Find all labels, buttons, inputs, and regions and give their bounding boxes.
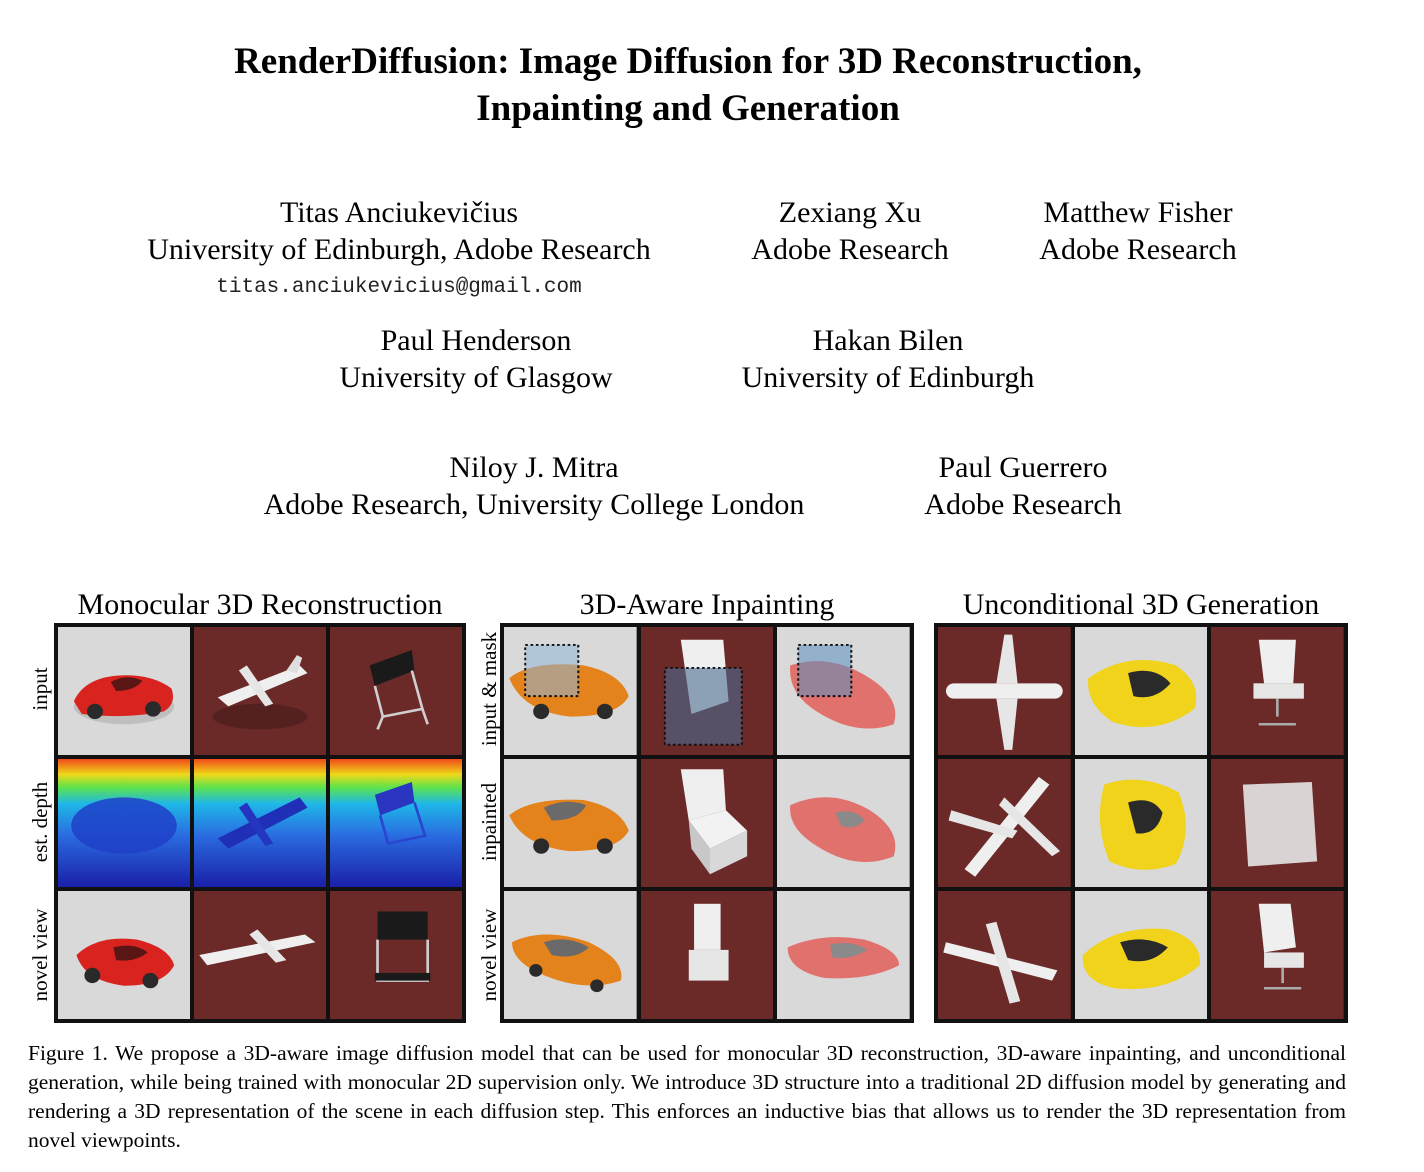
image-novel-car (58, 891, 190, 1019)
figure-caption: Figure 1. We propose a 3D-aware image di… (28, 1039, 1346, 1155)
image-depth-chair (330, 759, 462, 887)
author-name: Titas Anciukevičius (279, 196, 519, 229)
author-block-5: Hakan Bilen University of Edinburgh (728, 322, 1048, 396)
image-novel-chair (330, 891, 462, 1019)
image-depth-plane (194, 759, 326, 887)
author-name: Matthew Fisher (1043, 196, 1233, 229)
image-masked-chair (640, 627, 774, 755)
author-block-4: Paul Henderson University of Glasgow (326, 322, 626, 396)
image-masked-orange-car (504, 627, 637, 755)
author-email[interactable]: titas.anciukevicius@gmail.com (216, 276, 582, 299)
image-novel-pink-car (777, 891, 910, 1019)
author-block-2: Zexiang Xu Adobe Research (735, 194, 965, 268)
row-label-input: input (28, 667, 52, 711)
row-label-novel-view-2: novel view (477, 908, 501, 1002)
image-depth-car (58, 759, 190, 887)
author-affiliation: University of Edinburgh, Adobe Research (147, 233, 651, 266)
image-inpainted-chair (640, 759, 774, 887)
author-block-6: Niloy J. Mitra Adobe Research, Universit… (240, 449, 828, 523)
image-novel-chair-2 (640, 891, 774, 1019)
image-inpainted-pink-car (777, 759, 910, 887)
grid-reconstruction (54, 623, 466, 1023)
author-name: Paul Guerrero (938, 451, 1108, 484)
grid-generation (934, 623, 1348, 1023)
image-gen-plane-1 (938, 627, 1071, 755)
panel-title-inpainting: 3D-Aware Inpainting (579, 588, 835, 621)
row-label-novel-view: novel view (28, 908, 52, 1002)
author-block-1: Titas Anciukevičius University of Edinbu… (128, 194, 670, 308)
row-label-est-depth: est. depth (28, 781, 52, 863)
image-input-car (58, 627, 190, 755)
panel-title-reconstruction: Monocular 3D Reconstruction (77, 588, 443, 621)
image-gen-chair-2 (1211, 759, 1344, 887)
author-affiliation: University of Edinburgh (741, 361, 1035, 394)
row-label-inpainted: inpainted (477, 782, 501, 862)
image-gen-chair-3 (1211, 891, 1344, 1019)
author-name: Paul Henderson (380, 324, 572, 357)
row-label-input-and-mask: input & mask (477, 631, 501, 747)
author-affiliation: University of Glasgow (339, 361, 613, 394)
author-affiliation: Adobe Research (924, 488, 1122, 521)
image-gen-car-2 (1074, 759, 1208, 887)
image-gen-chair-1 (1211, 627, 1344, 755)
author-name: Zexiang Xu (778, 196, 922, 229)
image-input-plane (194, 627, 326, 755)
title-line-2: Inpainting and Generation (476, 88, 900, 129)
panel-title-generation: Unconditional 3D Generation (962, 588, 1320, 621)
title-line-1: RenderDiffusion: Image Diffusion for 3D … (234, 41, 1142, 82)
image-novel-plane (194, 891, 326, 1019)
paper-title: RenderDiffusion: Image Diffusion for 3D … (0, 38, 1376, 132)
image-gen-plane-2 (938, 759, 1071, 887)
image-gen-plane-3 (938, 891, 1071, 1019)
author-affiliation: Adobe Research (1039, 233, 1237, 266)
image-inpainted-orange-car (504, 759, 637, 887)
image-gen-car-1 (1074, 627, 1208, 755)
image-gen-car-3 (1074, 891, 1208, 1019)
author-block-7: Paul Guerrero Adobe Research (910, 449, 1136, 523)
author-name: Niloy J. Mitra (449, 451, 619, 484)
caption-label: Figure 1. (28, 1041, 108, 1065)
caption-text: We propose a 3D-aware image diffusion mo… (28, 1041, 1346, 1152)
image-masked-pink-car (777, 627, 910, 755)
image-novel-orange-car (504, 891, 637, 1019)
author-affiliation: Adobe Research, University College Londo… (263, 488, 805, 521)
grid-inpainting (500, 623, 914, 1023)
image-input-chair (330, 627, 462, 755)
author-name: Hakan Bilen (812, 324, 964, 357)
author-affiliation: Adobe Research (751, 233, 949, 266)
author-block-3: Matthew Fisher Adobe Research (1025, 194, 1251, 268)
